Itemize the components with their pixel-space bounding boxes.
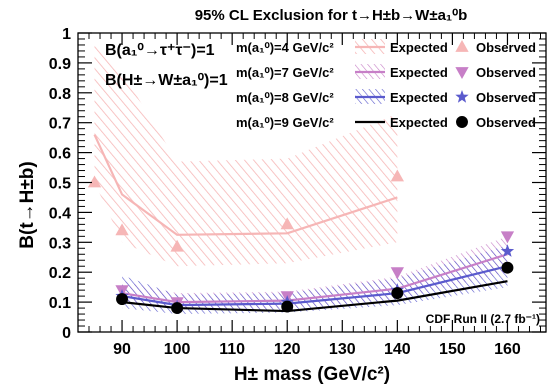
observed-point-series-1 [280,217,294,230]
y-tick-label: 0.8 [49,86,71,103]
legend-observed-marker [456,116,468,128]
assumption-label-1: B(a₁⁰→τ⁺τ⁻)=1 [105,42,215,59]
observed-point-series-2 [390,267,404,280]
x-tick-label: 150 [439,341,466,358]
y-tick-label: 0.3 [49,235,71,252]
observed-point-series-1 [115,223,129,236]
observed-point-series-4 [116,293,128,306]
observed-point-series-1 [390,169,404,182]
legend-observed-marker [455,40,469,52]
legend-expected-label: Expected [390,65,448,80]
y-tick-label: 1 [62,26,71,43]
axes: 90 100 110 120 130 140 150 160 0 0.1 0.2 0.3 0.4 0.5 0… [49,26,546,358]
y-tick-label: 0.2 [49,265,71,282]
x-axis-label: H± mass (GeV/c²) [234,364,390,385]
legend-series-label: m(a₁⁰)=4 GeV/c² [236,40,334,55]
y-tick-label: 0.5 [49,176,71,193]
uncertainty-bands [94,38,508,315]
observed-point-series-1 [87,175,102,188]
y-tick-label: 0.9 [49,56,71,73]
legend-expected-label: Expected [390,115,448,130]
observed-point-series-4 [171,302,184,315]
observed-point-series-3 [500,244,515,257]
assumption-label-2: B(H±→W±a₁⁰)=1 [105,72,228,89]
x-tick-label: 100 [164,341,191,358]
y-tick-label: 0.6 [49,146,71,163]
legend-observed-marker [455,67,469,79]
x-tick-label: 110 [219,341,245,358]
chart-title: 95% CL Exclusion for t→H±b→W±a₁⁰b [195,7,468,24]
y-tick-label: 0.7 [49,116,71,133]
x-tick-label: 160 [494,341,521,358]
observed-point-series-2 [500,231,515,244]
observed-point-series-4 [501,261,514,274]
legend-series-label: m(a₁⁰)=9 GeV/c² [236,115,334,130]
legend-expected-label: Expected [390,40,448,55]
y-tick-label: 0.4 [49,205,71,222]
legend-series-label: m(a₁⁰)=7 GeV/c² [236,65,334,80]
legend-observed-label: Observed [476,65,536,80]
y-axis-label: B(t→H±b) [17,161,38,248]
run-annotation: CDF Run II (2.7 fb⁻¹) [426,312,540,326]
legend-observed-marker [455,90,469,103]
x-tick-label: 140 [384,341,411,358]
band-series-3 [122,245,508,315]
y-tick-label: 0 [62,325,71,342]
expected-line-series-1 [93,134,398,236]
legend-observed-label: Observed [476,90,536,105]
legend: m(a₁⁰)=4 GeV/c² Expected Observed m(a₁⁰)=7 … [236,39,536,130]
observed-markers [87,169,515,315]
observed-point-series-1 [170,239,184,252]
x-tick-label: 90 [113,341,131,358]
legend-series-label: m(a₁⁰)=8 GeV/c² [236,90,334,105]
legend-observed-label: Observed [476,40,536,55]
legend-expected-label: Expected [390,90,448,105]
y-tick-label: 0.1 [49,295,71,312]
observed-point-series-4 [281,300,294,313]
x-tick-label: 120 [274,341,301,358]
observed-point-series-4 [391,287,404,300]
legend-observed-label: Observed [476,115,536,130]
band-series-1 [94,38,398,267]
x-tick-label: 130 [329,341,356,358]
